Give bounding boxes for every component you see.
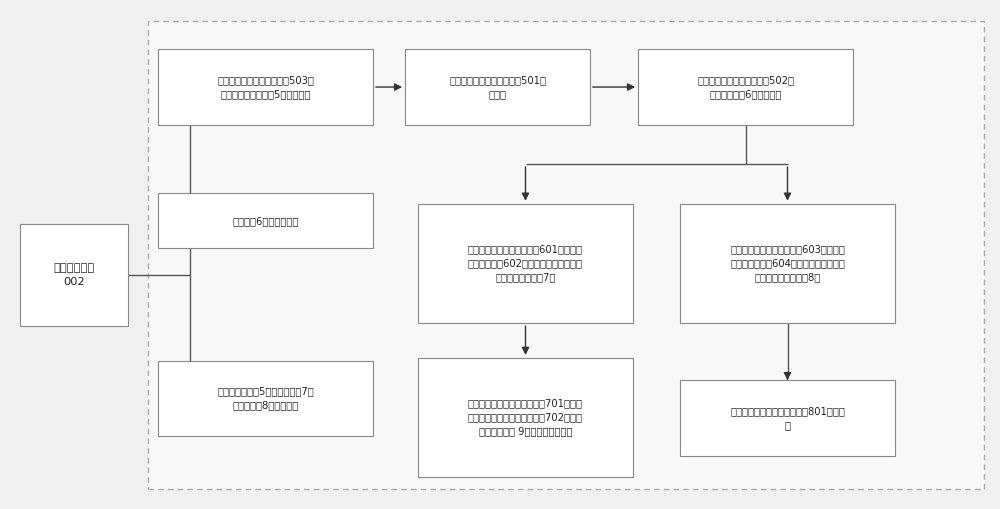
Text: 控制结晶物料罐出口压力泵502，
控制投入离心6中的物料量: 控制结晶物料罐出口压力泵502， 控制投入离心6中的物料量	[697, 75, 794, 99]
Text: 控制结晶物料罐出口控制阀501的
开、关: 控制结晶物料罐出口控制阀501的 开、关	[449, 75, 546, 99]
FancyBboxPatch shape	[158, 361, 373, 436]
FancyBboxPatch shape	[418, 204, 633, 323]
FancyBboxPatch shape	[418, 358, 633, 477]
FancyBboxPatch shape	[680, 204, 895, 323]
Text: 控制离心6的启停、运行: 控制离心6的启停、运行	[232, 216, 299, 226]
Text: 第二控制单元
002: 第二控制单元 002	[53, 263, 95, 287]
FancyBboxPatch shape	[158, 49, 373, 125]
FancyBboxPatch shape	[20, 224, 128, 326]
FancyBboxPatch shape	[158, 193, 373, 248]
FancyBboxPatch shape	[148, 21, 984, 489]
FancyBboxPatch shape	[405, 49, 590, 125]
Text: 控制母液回收装置出口控制阀801的开、
关: 控制母液回收装置出口控制阀801的开、 关	[730, 406, 845, 430]
Text: 控制晶体回收装置出口控制阀701、晶体
回收装置出口的晶体输送单元702，进而
实现分析单元 9对晶体的取样分析: 控制晶体回收装置出口控制阀701、晶体 回收装置出口的晶体输送单元702，进而 …	[468, 399, 583, 437]
FancyBboxPatch shape	[638, 49, 853, 125]
Text: 控制离心机晶体出口控制阀601、离心机
晶体输送单元602，控制将离心后的晶体
转移至晶体回收装7中: 控制离心机晶体出口控制阀601、离心机 晶体输送单元602，控制将离心后的晶体 …	[468, 244, 583, 282]
Text: 控制离心机母液出口控制阀603、离心机
母液出口压力泵604，控制将离心后的母
液转移至母液回收装8中: 控制离心机母液出口控制阀603、离心机 母液出口压力泵604，控制将离心后的母 …	[730, 244, 845, 282]
Text: 控制结晶物料罐入口压力泵503，
控制投入结晶物料罐5中的物料量: 控制结晶物料罐入口压力泵503， 控制投入结晶物料罐5中的物料量	[217, 75, 314, 99]
Text: 控制结晶物料罐5、晶体回收装7、
母液回收装8的搞拌装置: 控制结晶物料罐5、晶体回收装7、 母液回收装8的搞拌装置	[217, 386, 314, 411]
FancyBboxPatch shape	[680, 380, 895, 456]
